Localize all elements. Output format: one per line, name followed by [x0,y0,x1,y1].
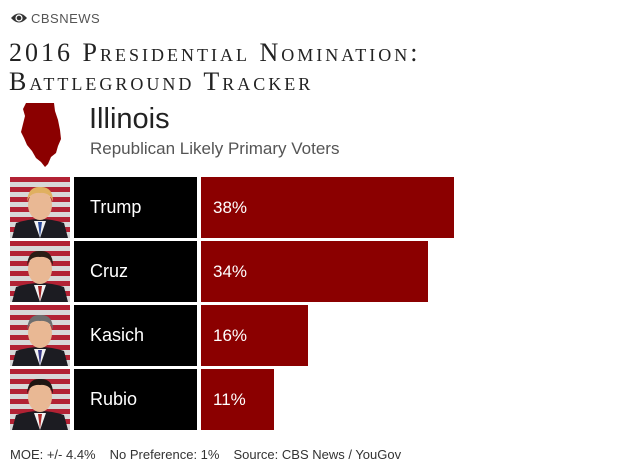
candidate-name: Cruz [74,241,197,302]
cruz-photo-icon [10,241,70,302]
no-preference: No Preference: 1% [109,447,220,462]
page-title: 2016 Presidential Nomination: Battlegrou… [9,38,421,96]
bar-value-label: 11% [213,389,246,409]
illinois-map-icon [21,103,61,167]
result-bar: 34% [201,241,428,302]
bar-value-label: 34% [213,261,248,281]
bar-track: 34% [201,241,601,302]
bar-value-label: 16% [213,325,248,345]
table-row: Cruz 34% [10,241,610,302]
bar-track: 16% [201,305,601,366]
kasich-photo-icon [10,305,70,366]
result-bar: 38% [201,177,454,238]
trump-photo-icon [10,177,70,238]
table-row: Kasich 16% [10,305,610,366]
brand-name: CBSNEWS [31,10,101,26]
bar-value-label: 38% [213,197,248,217]
result-bar: 11% [201,369,274,430]
chart-subtitle: Republican Likely Primary Voters [90,139,340,158]
cbs-eye-icon [11,13,27,23]
candidate-name: Trump [74,177,197,238]
table-row: Trump 38% [10,177,610,238]
results-chart: Trump 38% Cruz 34% Kasich 16% Rubio 11% [10,177,610,433]
bar-track: 11% [201,369,601,430]
source-note: Source: CBS News / YouGov [233,447,402,462]
candidate-name: Rubio [74,369,197,430]
footer: MOE: +/- 4.4% No Preference: 1% Source: … [10,447,401,462]
margin-of-error: MOE: +/- 4.4% [10,447,96,462]
state-name: Illinois [89,103,170,135]
rubio-photo-icon [10,369,70,430]
table-row: Rubio 11% [10,369,610,430]
bar-track: 38% [201,177,601,238]
result-bar: 16% [201,305,308,366]
brand-logo: CBSNEWS [10,9,100,27]
candidate-name: Kasich [74,305,197,366]
